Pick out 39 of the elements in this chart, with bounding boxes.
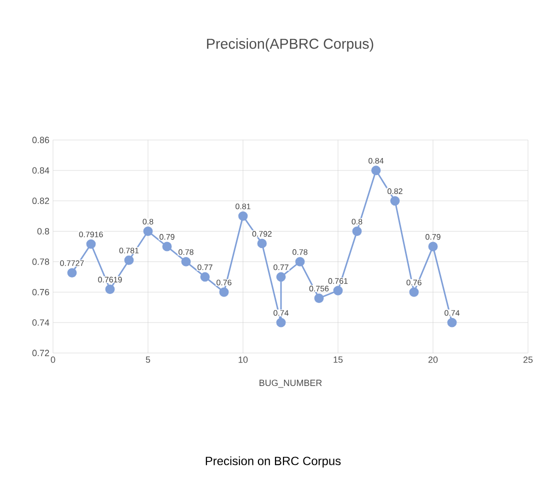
y-tick-label: 0.82	[32, 198, 50, 204]
point	[409, 287, 419, 297]
point	[257, 238, 267, 248]
point	[276, 272, 286, 282]
point	[276, 318, 286, 328]
point	[219, 287, 229, 297]
point	[67, 268, 77, 278]
point	[238, 211, 248, 221]
x-tick-label: 25	[523, 356, 533, 363]
y-tick-label: 0.86	[32, 136, 50, 144]
x-tick-label: 10	[238, 356, 248, 363]
point	[352, 226, 362, 236]
y-tick-label: 0.74	[32, 319, 50, 326]
point	[200, 272, 210, 282]
point	[314, 293, 324, 303]
point	[447, 318, 457, 328]
chart-title: Precision(APBRC Corpus)	[207, 38, 374, 52]
point	[105, 284, 115, 294]
x-axis-title: BUG_NUMBER	[260, 380, 322, 388]
y-tick-label: 0.84	[32, 167, 50, 174]
point	[162, 242, 172, 252]
y-tick-label: 0.76	[32, 288, 50, 296]
x-tick-label: 20	[428, 356, 438, 363]
point	[371, 166, 381, 176]
point	[181, 256, 191, 266]
point	[333, 286, 343, 296]
y-tick-label: 0.72	[32, 350, 50, 356]
point	[124, 255, 134, 265]
point	[295, 256, 305, 266]
x-tick-label: 5	[146, 356, 150, 363]
y-tick-label: 0.78	[32, 258, 50, 265]
text: Precision on BRC Corpus	[206, 456, 341, 468]
point	[143, 226, 153, 236]
point	[86, 239, 96, 249]
point	[428, 242, 438, 252]
point	[390, 196, 400, 206]
x-tick-label: 0	[50, 356, 56, 363]
y-tick-label: 0.8	[37, 228, 50, 234]
x-tick-label: 15	[334, 356, 343, 363]
